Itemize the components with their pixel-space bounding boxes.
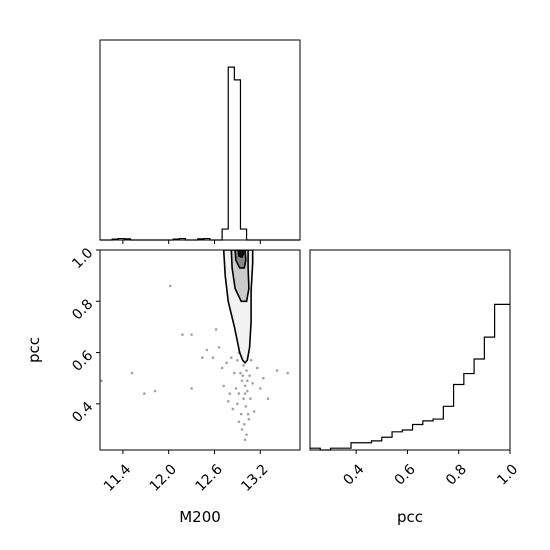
scatter-point — [190, 387, 193, 390]
scatter-point — [239, 412, 243, 416]
scatter-point — [246, 379, 249, 383]
scatter-point — [168, 284, 172, 288]
scatter-point — [246, 412, 250, 416]
scatter-point — [252, 410, 256, 413]
hist-m200-steps — [100, 66, 300, 241]
panel-hist-pcc — [309, 249, 511, 451]
tick-label-pcc-bottom: 0.4 — [340, 461, 367, 488]
scatter-point — [190, 333, 193, 336]
tick-label-pcc-left: 1.0 — [69, 245, 96, 272]
scatter-point — [217, 346, 221, 349]
tick-label-pcc-left: 0.4 — [69, 399, 96, 426]
scatter-point — [242, 423, 246, 426]
scatter-point — [245, 433, 248, 436]
scatter-point — [214, 328, 218, 331]
tick-label-pcc-bottom: 0.6 — [392, 461, 419, 488]
scatter-point — [241, 374, 245, 377]
scatter-point — [220, 366, 224, 370]
scatter-point — [247, 417, 251, 421]
scatter-point — [228, 392, 232, 395]
scatter-point — [245, 369, 248, 372]
scatter-point — [243, 384, 247, 388]
scatter-point — [233, 371, 236, 375]
panel-scatter-frame — [99, 249, 301, 451]
panel-hist-pcc-frame — [309, 249, 511, 451]
scatter-point — [262, 376, 265, 380]
scatter-point — [244, 405, 248, 408]
scatter-point — [142, 392, 146, 395]
scatter-point — [248, 374, 251, 377]
scatter-point — [211, 356, 215, 359]
scatter-point — [243, 438, 247, 442]
scatter-point — [237, 392, 241, 395]
scatter-point — [249, 358, 253, 362]
scatter-point — [249, 397, 252, 401]
hist-pcc-steps — [310, 303, 510, 451]
scatter-point — [100, 379, 103, 383]
scatter-point — [275, 369, 279, 372]
tick-label-pcc-bottom: 1.0 — [494, 462, 521, 489]
tick-label-pcc-bottom: 0.8 — [443, 462, 470, 489]
tick-label-m200: 13.2 — [238, 462, 271, 495]
panel-hist-m200-frame — [99, 39, 301, 241]
scatter-point — [236, 402, 239, 406]
tick-label-m200: 12.6 — [192, 461, 225, 494]
scatter-point — [153, 389, 157, 393]
scatter-point — [242, 364, 245, 367]
tick-label-m200: 12.0 — [147, 462, 180, 495]
scatter-point — [181, 333, 184, 336]
scatter-point — [130, 371, 134, 375]
panel-hist-m200 — [99, 39, 301, 241]
scatter-point — [229, 356, 233, 359]
y-axis-label-pcc: pcc — [25, 337, 43, 363]
scatter-point — [266, 397, 270, 401]
scatter-point — [225, 361, 229, 365]
tick-label-pcc-left: 0.8 — [69, 296, 96, 323]
x-axis-label-m200: M200 — [179, 508, 221, 526]
contour-core — [237, 250, 245, 259]
scatter-point — [205, 348, 209, 352]
scatter-point — [200, 356, 204, 359]
scatter-point — [239, 371, 242, 375]
scatter-point — [234, 387, 238, 390]
scatter-point — [231, 407, 235, 411]
scatter-point — [222, 384, 225, 388]
scatter-point — [236, 358, 239, 362]
tick-label-m200: 11.4 — [101, 461, 134, 494]
tick-label-pcc-left: 0.6 — [69, 348, 96, 375]
scatter-point — [237, 420, 241, 424]
scatter-point — [242, 397, 245, 401]
scatter-point — [255, 366, 259, 370]
scatter-content — [100, 250, 290, 442]
x-axis-label-pcc: pcc — [397, 508, 423, 526]
scatter-point — [243, 392, 247, 395]
scatter-point — [259, 387, 262, 390]
scatter-point — [251, 382, 254, 385]
scatter-point — [246, 389, 249, 393]
panel-scatter — [99, 249, 301, 451]
scatter-point — [286, 371, 290, 375]
scatter-point — [240, 379, 244, 383]
scatter-point — [226, 399, 230, 403]
scatter-point — [240, 428, 244, 431]
